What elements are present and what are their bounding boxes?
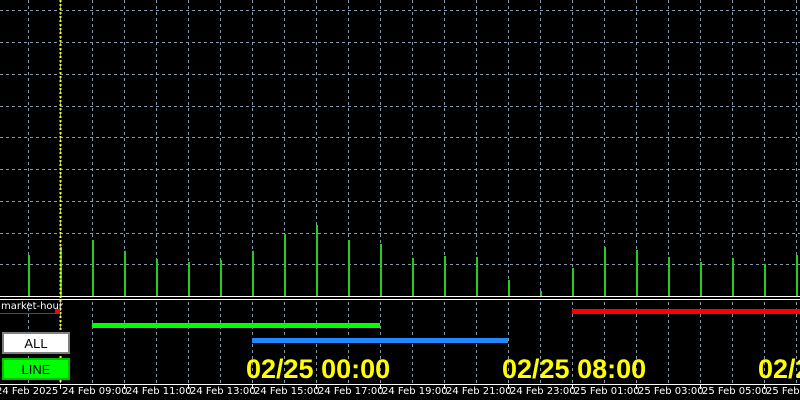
volume-bar xyxy=(700,262,702,296)
session-label: 02/25 00:00 xyxy=(246,354,391,384)
x-axis-label: 24 Feb 19:00 xyxy=(382,386,448,397)
session-marker xyxy=(55,309,60,314)
all-button[interactable]: ALL xyxy=(2,332,70,354)
market-hour-label: market-hour xyxy=(1,301,64,312)
session-line xyxy=(92,323,380,328)
volume-bar xyxy=(604,247,606,296)
volume-bar xyxy=(412,258,414,296)
volume-bar xyxy=(188,262,190,296)
x-axis-label: 25 Feb 01:00 xyxy=(574,386,640,397)
volume-bar xyxy=(220,260,222,296)
volume-bar xyxy=(764,264,766,296)
x-axis-label: 24 Feb 15:00 xyxy=(254,386,320,397)
volume-bar xyxy=(636,250,638,296)
volume-bar xyxy=(380,244,382,296)
line-button[interactable]: LINE xyxy=(2,358,70,380)
volume-bar xyxy=(316,225,318,296)
volume-bar xyxy=(540,291,542,296)
x-axis-label: 25 Feb 05:00 xyxy=(702,386,768,397)
session-line xyxy=(572,309,800,314)
volume-bar xyxy=(28,255,30,296)
session-label: 02/25 16:00 xyxy=(758,354,800,384)
x-axis-label: 25 Feb 07:00 xyxy=(766,386,800,397)
x-axis-label: 24 Feb 11:00 xyxy=(126,386,192,397)
volume-bar xyxy=(572,268,574,296)
volume-bar xyxy=(348,240,350,296)
volume-bar xyxy=(796,255,798,296)
x-axis-label: 24 Feb 13:00 xyxy=(190,386,256,397)
volume-bar xyxy=(732,258,734,296)
session-line xyxy=(252,338,508,343)
volume-bar xyxy=(156,259,158,296)
x-axis-label: 24 Feb 23:00 xyxy=(510,386,576,397)
volume-bar xyxy=(668,257,670,296)
volume-bar xyxy=(124,251,126,296)
x-axis-label: 24 Feb 09:00 xyxy=(62,386,128,397)
x-axis-label: 24 Feb 21:00 xyxy=(446,386,512,397)
volume-bar xyxy=(60,247,62,296)
volume-bar xyxy=(508,280,510,296)
volume-bar xyxy=(476,257,478,296)
x-axis-label: 25 Feb 03:00 xyxy=(638,386,704,397)
volume-bar xyxy=(252,251,254,296)
x-axis-label: 24 Feb 2025 xyxy=(0,386,59,397)
volume-bar xyxy=(444,256,446,296)
session-label: 02/25 08:00 xyxy=(502,354,647,384)
volume-bar xyxy=(284,234,286,296)
volume-bar xyxy=(92,240,94,296)
x-axis-label: 24 Feb 17:00 xyxy=(318,386,384,397)
